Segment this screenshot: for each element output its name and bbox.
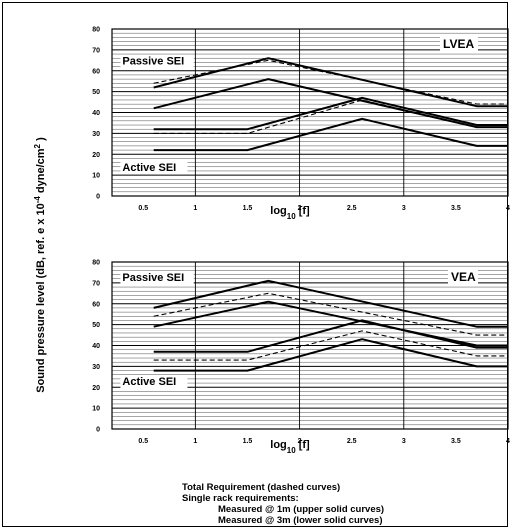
x-tick-label: 0.5 (138, 438, 148, 445)
y-tick-label: 60 (92, 68, 100, 75)
y-tick-label: 80 (92, 260, 100, 267)
y-tick-label: 80 (92, 27, 100, 34)
y-tick-label: 20 (92, 385, 100, 392)
x-tick-label: 3.5 (451, 205, 461, 212)
x-tick-label: 4 (506, 205, 510, 212)
annotation-bg (120, 375, 188, 389)
x-tick-label: 3 (402, 205, 406, 212)
x-tick-label: 2 (298, 438, 302, 445)
panel-label: VEA (451, 270, 476, 284)
y-axis-label-unit: dyne/cm (35, 148, 47, 196)
x-axis-label-main: log (270, 439, 287, 451)
x-axis-label-sub: 10 (287, 446, 296, 455)
series-line-solid-5 (153, 338, 508, 372)
series-line-dashed-1 (153, 59, 508, 105)
legend-single-rack: Single rack requirements: (182, 493, 299, 504)
series-line-solid-5 (153, 117, 508, 152)
y-tick-label: 40 (92, 343, 100, 350)
x-tick-label: 1.5 (243, 438, 253, 445)
x-tick-label: 3 (402, 438, 406, 445)
y-axis-label: Sound pressure level (dB, ref. e x 10-4 … (33, 137, 48, 393)
annotation-label-0: Passive SEI (122, 272, 184, 284)
annotation-bg (120, 160, 188, 174)
annotation-label-0: Passive SEI (122, 55, 184, 67)
x-tick-label: 1 (193, 205, 197, 212)
x-tick-label: 2.5 (347, 438, 357, 445)
y-tick-label: 30 (92, 364, 100, 371)
y-axis-label-main: Sound pressure level (dB, ref. e x 10 (35, 203, 47, 393)
y-tick-label: 70 (92, 280, 100, 287)
annotation-bg (120, 270, 194, 284)
x-axis-label-arg: [f] (296, 205, 310, 217)
x-tick-label: 2.5 (347, 205, 357, 212)
series-line-solid-0 (153, 279, 508, 328)
series-line-dashed-4 (153, 330, 508, 361)
y-axis-label-unit-exp: 2 (33, 143, 42, 148)
x-tick-label: 4 (506, 438, 510, 445)
y-tick-label: 40 (92, 110, 100, 117)
y-tick-label: 0 (96, 194, 100, 201)
plot-frame (111, 28, 509, 197)
legend: Total Requirement (dashed curves) Single… (182, 482, 384, 526)
x-axis-label-sub: 10 (287, 212, 296, 221)
series-line-solid-0 (153, 57, 508, 108)
x-tick-label: 2 (298, 205, 302, 212)
series-line-solid-3 (153, 319, 508, 353)
panel-label-bg (440, 36, 478, 51)
x-tick-label: 0.5 (138, 205, 148, 212)
y-tick-label: 10 (92, 173, 100, 180)
annotation-label-1: Active SEI (122, 162, 176, 174)
x-axis-label-main: log (270, 205, 287, 217)
series-line-dashed-1 (153, 292, 508, 336)
x-axis-label-arg: [f] (296, 439, 310, 451)
y-tick-label: 0 (96, 427, 100, 434)
y-tick-label: 20 (92, 152, 100, 159)
y-axis-label-exp: -4 (33, 196, 42, 204)
series-line-solid-3 (153, 96, 508, 131)
legend-3m: Measured @ 3m (lower solid curves) (218, 515, 383, 526)
y-tick-label: 30 (92, 131, 100, 138)
x-tick-label: 1.5 (243, 205, 253, 212)
y-tick-label: 50 (92, 322, 100, 329)
legend-total: Total Requirement (dashed curves) (182, 482, 341, 493)
panel-label: LVEA (443, 37, 474, 51)
legend-1m: Measured @ 1m (upper solid curves) (218, 504, 385, 515)
x-tick-label: 1 (193, 438, 197, 445)
y-tick-label: 50 (92, 89, 100, 96)
x-axis-label: log10 [f] (270, 205, 310, 221)
y-axis-label-close: ) (35, 137, 47, 144)
annotation-label-1: Active SEI (122, 376, 176, 388)
annotation-bg (120, 54, 194, 68)
panel-label-bg (448, 269, 478, 284)
x-axis-label: log10 [f] (270, 439, 310, 455)
y-tick-label: 70 (92, 47, 100, 54)
x-tick-label: 3.5 (451, 438, 461, 445)
y-tick-label: 10 (92, 406, 100, 413)
y-tick-label: 60 (92, 301, 100, 308)
